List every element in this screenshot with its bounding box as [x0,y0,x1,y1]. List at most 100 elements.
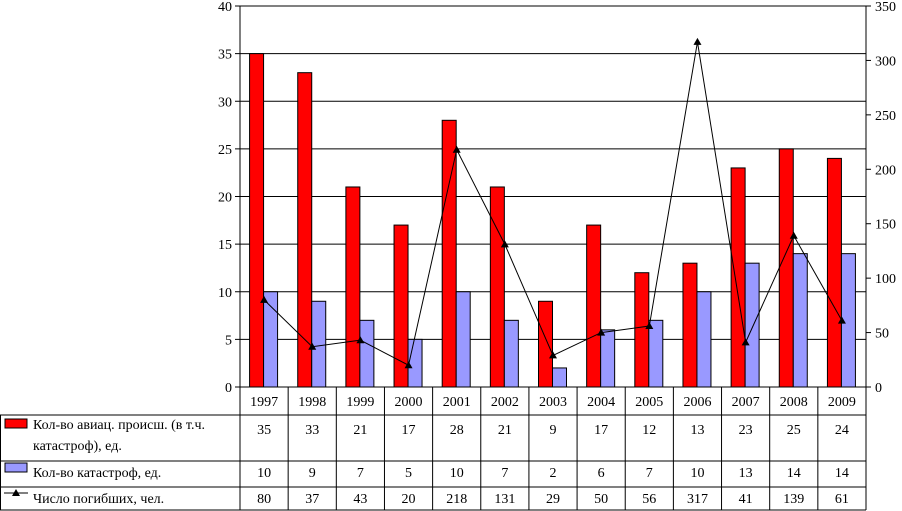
bar-catastrophes [311,300,327,388]
series-name-label: Кол-во катастроф, ед. [33,466,161,481]
table-value: 5 [405,466,412,481]
right-axis-tick-label: 300 [875,54,896,69]
category-label: 1999 [346,395,374,410]
line-point-marker [260,295,269,303]
table-value: 61 [835,492,849,507]
bar-catastrophes [744,262,760,388]
category-label: 1997 [250,395,278,410]
series-name-label: катастроф), ед. [33,439,122,454]
right-axis-tick-label: 200 [875,163,896,178]
bar-catastrophes [600,329,616,388]
category-label: 2001 [443,395,471,410]
line-point-marker [308,342,317,350]
line-point-marker [356,336,365,344]
table-value: 35 [257,423,271,438]
table-value: 10 [450,466,464,481]
left-axis-tick-label: 30 [218,95,232,110]
table-value: 23 [739,423,753,438]
bar-incidents [538,300,553,388]
left-axis-tick-label: 35 [218,48,232,63]
bar-incidents [826,157,842,388]
line-point-marker [693,37,702,45]
table-value: 80 [257,492,271,507]
table-value: 14 [787,466,801,481]
table-value: 12 [642,423,656,438]
table-value: 218 [446,492,467,507]
bar-incidents [345,186,361,388]
table-value: 10 [257,466,271,481]
table-value: 2 [550,466,557,481]
category-label: 2009 [828,395,856,410]
table-value: 7 [501,466,508,481]
category-label: 2004 [587,395,615,410]
table-value: 28 [450,423,464,438]
left-axis-tick-label: 10 [218,286,232,301]
line-point-marker [741,338,750,346]
table-value: 20 [402,492,416,507]
line-point-marker [404,361,413,369]
category-label: 2002 [491,395,519,410]
line-point-marker [549,351,557,359]
table-value: 131 [494,492,515,507]
table-value: 13 [739,466,753,481]
bar-catastrophes [696,291,712,388]
legend-key-incidents [4,418,28,429]
category-label: 2000 [395,395,423,410]
right-axis-tick-label: 150 [875,218,896,233]
table-value: 21 [353,423,367,438]
bar-catastrophes [503,319,519,388]
series-name-label: Число погибших, чел. [33,492,164,507]
legend-key-catastrophes [4,462,28,473]
right-axis-tick-label: 0 [875,381,882,396]
table-value: 24 [835,423,849,438]
category-label: 2005 [635,395,663,410]
bar-incidents [682,262,698,388]
line-point-marker [837,316,846,324]
table-value: 17 [594,423,608,438]
legend-key-deaths-marker [12,489,20,496]
bar-incidents [634,272,650,388]
table-value: 13 [690,423,704,438]
category-label: 2006 [683,395,711,410]
table-value: 9 [550,423,557,438]
table-value: 7 [646,466,653,481]
line-point-marker [789,231,798,239]
bar-catastrophes [648,319,664,388]
right-axis-tick-label: 350 [875,0,896,15]
table-value: 17 [402,423,416,438]
table-value: 10 [690,466,704,481]
category-label: 1998 [298,395,326,410]
bar-incidents [778,148,794,388]
table-value: 29 [546,492,560,507]
bar-incidents [249,53,265,388]
left-axis-tick-label: 40 [218,0,232,15]
table-value: 41 [739,492,753,507]
line-point-marker [452,145,461,153]
right-axis-tick-label: 250 [875,109,896,124]
table-value: 56 [642,492,656,507]
bar-catastrophes [552,367,567,388]
line-point-marker [645,322,654,330]
table-value: 317 [687,492,708,507]
category-label: 2008 [780,395,808,410]
right-axis-tick-label: 50 [875,327,889,342]
table-value: 6 [598,466,605,481]
bar-incidents [393,224,409,388]
table-value: 139 [783,492,804,507]
left-axis-tick-label: 15 [218,238,232,253]
table-value: 14 [835,466,849,481]
category-label: 2003 [539,395,567,410]
bar-incidents [730,167,746,388]
line-point-marker [597,328,606,336]
left-axis-tick-label: 5 [225,333,232,348]
left-axis-tick-label: 0 [225,381,232,396]
table-value: 7 [357,466,364,481]
table-value: 33 [305,423,319,438]
bar-incidents [489,186,505,388]
right-axis-tick-label: 100 [875,272,896,287]
table-value: 50 [594,492,608,507]
table-value: 21 [498,423,512,438]
left-axis-tick-label: 25 [218,143,232,158]
table-value: 25 [787,423,801,438]
